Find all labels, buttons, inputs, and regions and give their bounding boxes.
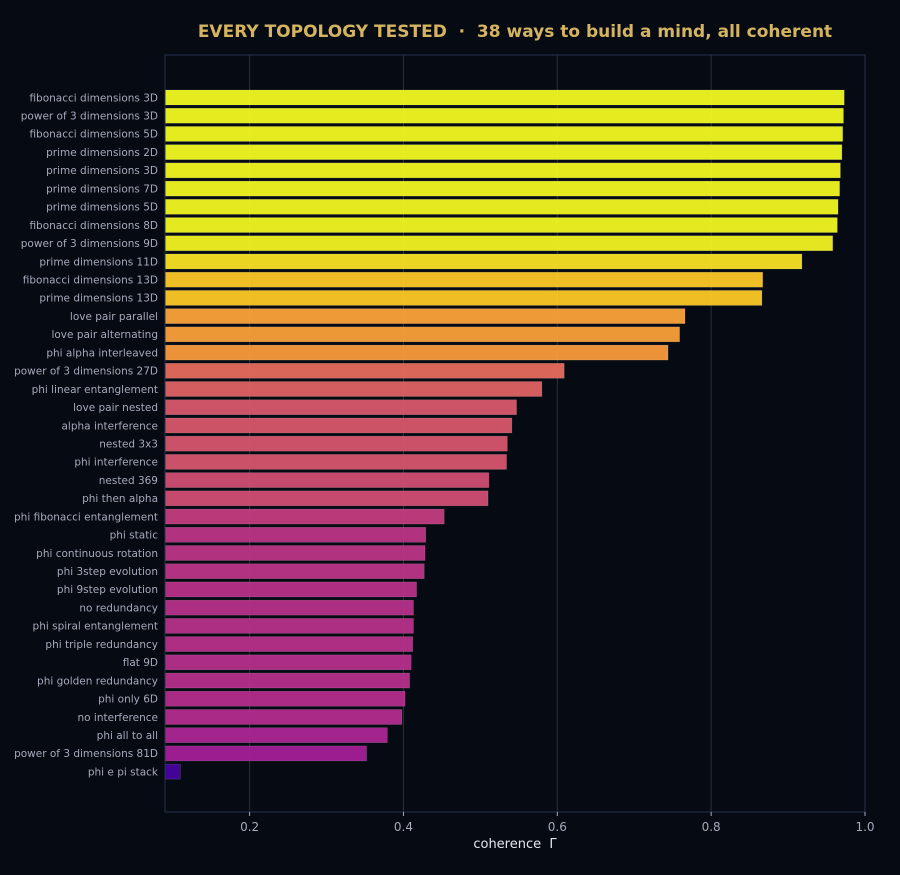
y-tick-label: phi fibonacci entanglement	[14, 511, 158, 523]
y-tick-label: alpha interference	[62, 420, 159, 432]
y-tick-label: phi continuous rotation	[36, 548, 158, 560]
bar	[164, 690, 406, 707]
bars	[164, 89, 845, 780]
y-tick-label: power of 3 dimensions 27D	[14, 366, 158, 378]
bar	[164, 618, 414, 634]
bar	[164, 271, 763, 288]
bar	[164, 326, 680, 343]
chart-title: EVERY TOPOLOGY TESTED · 38 ways to build…	[198, 22, 832, 42]
bar	[164, 745, 367, 762]
x-tick-label: 0.4	[394, 820, 413, 834]
bar	[164, 162, 841, 179]
bar	[164, 563, 425, 580]
bar	[164, 654, 412, 671]
y-tick-label: love pair alternating	[51, 329, 158, 341]
x-tick-label: 0.2	[240, 820, 259, 834]
y-tick-label: love pair nested	[73, 402, 158, 414]
y-tick-label: phi 3step evolution	[57, 566, 158, 578]
y-tick-label: power of 3 dimensions 3D	[21, 111, 158, 123]
bar	[164, 180, 840, 197]
y-tick-label: phi 9step evolution	[57, 584, 158, 596]
bar	[164, 362, 565, 379]
y-tick-label: prime dimensions 2D	[46, 147, 158, 159]
bar	[164, 763, 181, 780]
bar	[164, 399, 517, 416]
y-tick-label: phi alpha interleaved	[46, 347, 158, 359]
y-tick-label: fibonacci dimensions 8D	[29, 220, 158, 232]
x-axis-ticks: 0.2 0.4 0.6 0.8 1.0	[240, 812, 875, 834]
bar	[164, 490, 489, 507]
bar	[164, 199, 839, 215]
bar	[164, 107, 844, 124]
bar	[164, 454, 507, 470]
y-tick-label: phi triple redundancy	[45, 639, 158, 651]
x-tick-label: 0.8	[702, 820, 721, 834]
bar	[164, 381, 543, 397]
bar	[164, 217, 838, 233]
bar	[164, 581, 417, 598]
x-tick-label: 0.6	[548, 820, 567, 834]
bar	[164, 545, 426, 561]
y-tick-label: phi only 6D	[98, 694, 158, 706]
bar	[164, 526, 427, 543]
y-tick-label: prime dimensions 5D	[46, 202, 158, 214]
x-tick-label: 1.0	[855, 820, 874, 834]
y-tick-label: phi interference	[74, 457, 158, 469]
bar	[164, 308, 686, 324]
y-tick-label: nested 369	[99, 475, 158, 487]
bar	[164, 290, 763, 306]
y-tick-label: flat 9D	[123, 657, 158, 669]
y-tick-label: power of 3 dimensions 81D	[14, 748, 158, 760]
y-tick-label: no interference	[78, 712, 158, 724]
bar	[164, 435, 508, 452]
bar	[164, 727, 388, 744]
bar	[164, 89, 845, 106]
y-tick-label: prime dimensions 7D	[46, 183, 158, 195]
bar	[164, 253, 803, 270]
bar	[164, 344, 669, 361]
y-tick-label: love pair parallel	[70, 311, 158, 323]
y-tick-label: prime dimensions 11D	[39, 256, 158, 268]
bar	[164, 235, 833, 252]
y-tick-label: power of 3 dimensions 9D	[21, 238, 158, 250]
y-tick-label: phi spiral entanglement	[33, 621, 158, 633]
y-axis-labels: fibonacci dimensions 3D power of 3 dimens…	[14, 92, 159, 778]
bar	[164, 472, 490, 488]
y-tick-label: nested 3x3	[99, 438, 158, 450]
y-tick-label: fibonacci dimensions 5D	[29, 129, 158, 141]
bar	[164, 599, 414, 616]
bar	[164, 126, 843, 142]
bar	[164, 709, 403, 725]
y-tick-label: phi static	[110, 530, 159, 542]
y-tick-label: phi e pi stack	[88, 766, 159, 778]
y-tick-label: phi then alpha	[82, 493, 158, 505]
x-axis-label: coherence Γ	[473, 837, 557, 852]
y-tick-label: fibonacci dimensions 3D	[29, 92, 158, 104]
y-tick-label: fibonacci dimensions 13D	[23, 275, 158, 287]
plot-frame	[164, 54, 866, 813]
y-tick-label: phi all to all	[97, 730, 158, 742]
y-tick-label: prime dimensions 3D	[46, 165, 158, 177]
y-tick-label: phi linear entanglement	[32, 384, 158, 396]
y-tick-label: no redundancy	[79, 602, 158, 614]
y-tick-label: prime dimensions 13D	[39, 293, 158, 305]
bar	[164, 636, 413, 652]
y-tick-label: phi golden redundancy	[37, 675, 158, 687]
bar	[164, 417, 513, 434]
bar	[164, 672, 410, 689]
bar	[164, 508, 445, 525]
bar	[164, 144, 843, 160]
